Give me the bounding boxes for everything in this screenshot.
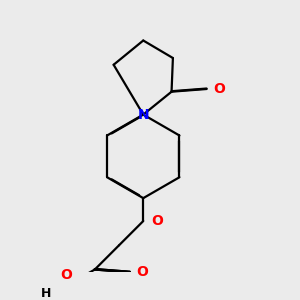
- Text: O: O: [213, 82, 225, 96]
- Text: H: H: [41, 287, 52, 300]
- Text: O: O: [61, 268, 72, 282]
- Text: O: O: [136, 265, 148, 279]
- Text: O: O: [151, 214, 163, 228]
- Text: N: N: [137, 108, 149, 122]
